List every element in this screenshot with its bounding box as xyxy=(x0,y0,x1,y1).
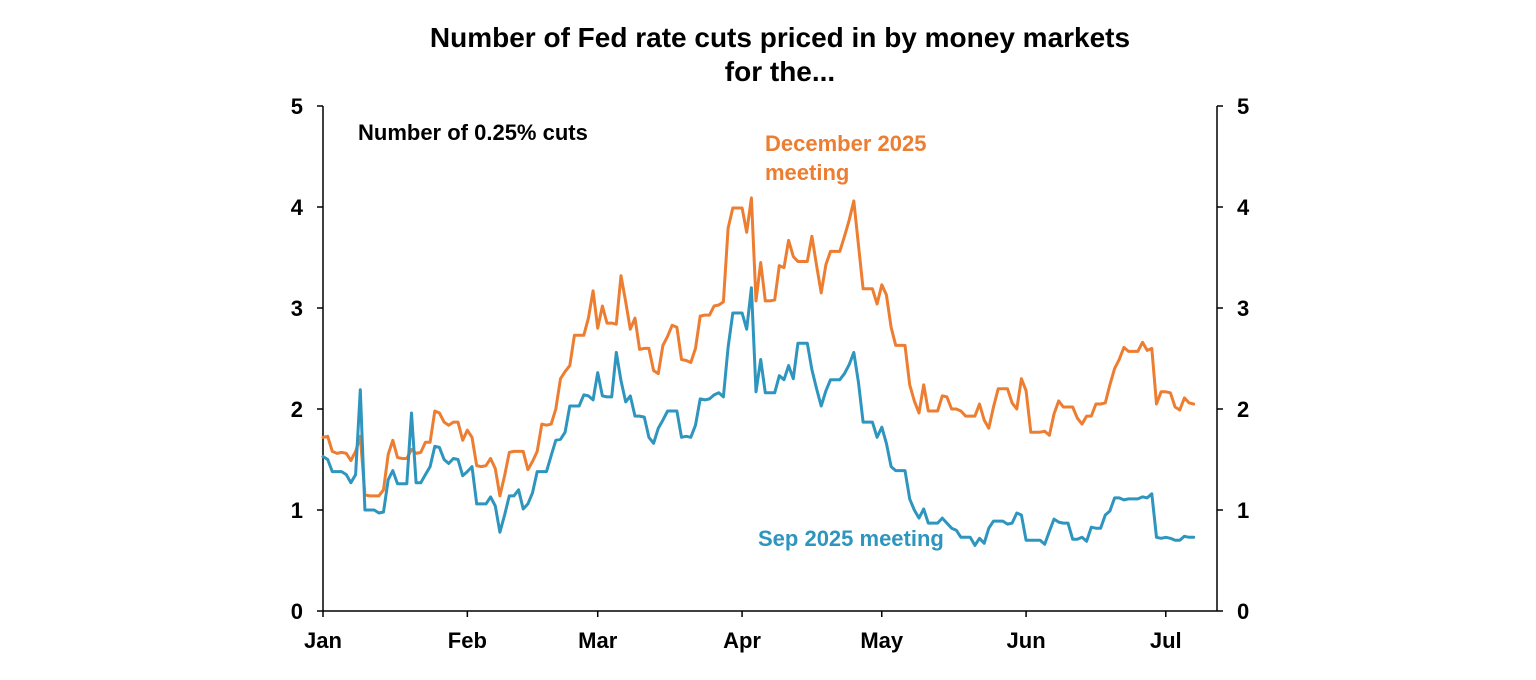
y-tick-label-left: 2 xyxy=(291,397,303,422)
y-tick-label-right: 5 xyxy=(1237,94,1249,119)
y-tick-label-left: 4 xyxy=(291,195,304,220)
chart-title: Number of Fed rate cuts priced in by mon… xyxy=(430,22,1130,53)
x-tick-label: Jun xyxy=(1007,628,1046,653)
chart-title-line2: for the... xyxy=(725,56,835,87)
x-tick-label: Jul xyxy=(1150,628,1182,653)
y-tick-label-right: 3 xyxy=(1237,296,1249,321)
september-series-line xyxy=(321,286,1196,547)
y-tick-label-right: 1 xyxy=(1237,498,1249,523)
y-tick-label-left: 1 xyxy=(291,498,303,523)
x-tick-label: May xyxy=(860,628,904,653)
y-tick-label-left: 5 xyxy=(291,94,303,119)
september-series-label: Sep 2025 meeting xyxy=(758,526,944,551)
y-tick-label-left: 3 xyxy=(291,296,303,321)
x-tick-label: Apr xyxy=(723,628,761,653)
y-tick-label-left: 0 xyxy=(291,599,303,624)
x-tick-label: Mar xyxy=(578,628,618,653)
axes: 0 0 1 1 2 2 3 3 4 4 5 5 Jan Feb Mar Apr May Jun Jul xyxy=(291,94,1250,653)
y-axis-label: Number of 0.25% cuts xyxy=(358,120,588,145)
y-tick-label-right: 4 xyxy=(1237,195,1250,220)
y-tick-label-right: 2 xyxy=(1237,397,1249,422)
december-series-label-line2: meeting xyxy=(765,160,849,185)
y-tick-label-right: 0 xyxy=(1237,599,1249,624)
x-tick-label: Feb xyxy=(448,628,487,653)
december-series-label: December 2025 xyxy=(765,131,926,156)
x-tick-label: Jan xyxy=(304,628,342,653)
december-series-line xyxy=(321,196,1196,498)
series-layer xyxy=(321,196,1196,547)
